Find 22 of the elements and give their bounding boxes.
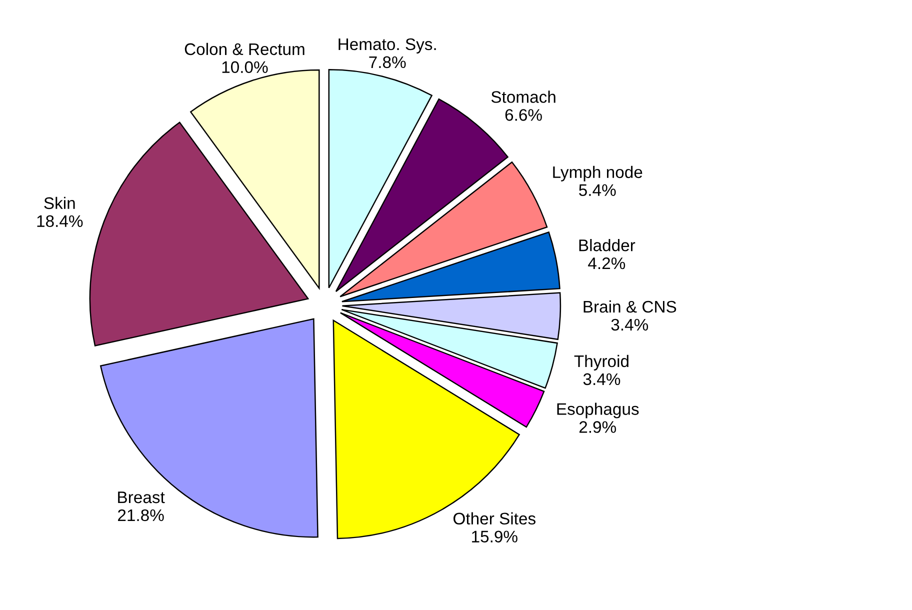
data-label: 10.0%	[222, 61, 268, 74]
data-label: 18.4%	[37, 215, 83, 228]
data-label: 3.4%	[611, 318, 648, 331]
slice-label: Stomach	[491, 90, 556, 103]
slice-label: Hemato. Sys.	[338, 38, 436, 54]
data-label: 21.8%	[118, 509, 164, 522]
slice-label: Lymph node	[553, 166, 642, 182]
slice-label: Colon & Rectum	[184, 42, 304, 56]
slice-label: Breast	[118, 492, 165, 504]
data-label: 15.9%	[472, 530, 518, 542]
slice-label: Esophagus	[557, 402, 639, 418]
slice-label: Brain & CNS	[584, 300, 676, 313]
slice-label: Bladder	[579, 239, 636, 252]
data-label: 5.4%	[579, 184, 616, 196]
slice-label: Skin	[44, 196, 75, 210]
slice-label: Thyroid	[574, 354, 628, 370]
data-label: 7.8%	[369, 56, 406, 68]
data-label: 3.4%	[583, 373, 620, 386]
data-label: 6.6%	[505, 109, 542, 121]
data-label: 4.2%	[588, 257, 626, 270]
data-label: 2.9%	[579, 421, 616, 433]
slice-label: Other Sites	[454, 512, 536, 525]
